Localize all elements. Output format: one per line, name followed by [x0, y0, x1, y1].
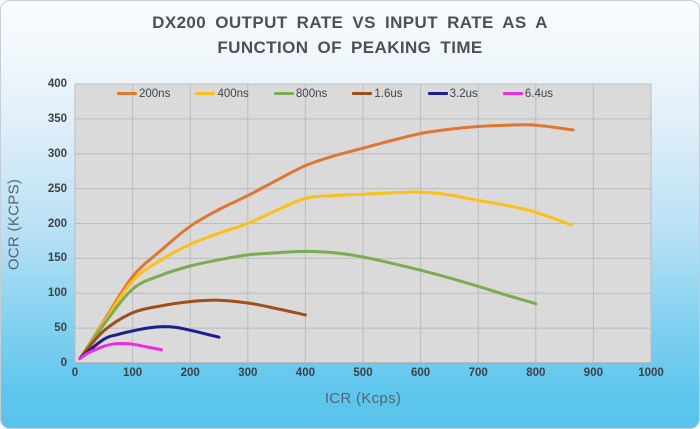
- y-tick-label: 400: [47, 78, 67, 90]
- series-line-200ns: [79, 123, 575, 359]
- y-tick-label: 150: [47, 252, 67, 265]
- series-line-3.2us: [79, 325, 221, 359]
- legend-label: 800ns: [295, 87, 328, 100]
- series-line-1.6us: [79, 298, 307, 359]
- legend-label: 400ns: [217, 87, 249, 100]
- legend-label: 3.2us: [449, 87, 478, 100]
- chart-title: DX200 OUTPUT RATE VS INPUT RATE AS A FUN…: [1, 10, 699, 60]
- y-axis-title: OCR (KCPS): [5, 178, 23, 271]
- x-tick-label: 900: [583, 367, 603, 379]
- x-tick-label: 200: [180, 367, 200, 379]
- series-line-6.4us: [78, 341, 163, 361]
- x-axis-title: ICR (Kcps): [324, 390, 402, 407]
- x-tick-label: 700: [468, 367, 488, 379]
- y-tick-label: 250: [47, 182, 67, 195]
- y-tick-label: 50: [54, 322, 67, 335]
- legend-item-3.2us: 3.2us: [427, 87, 478, 100]
- legend-swatch: [352, 92, 373, 95]
- legend-swatch: [273, 92, 294, 95]
- legend-label: 6.4us: [524, 87, 553, 100]
- series-line-400ns: [79, 190, 573, 359]
- x-tick-label: 800: [526, 367, 546, 379]
- y-tick-label: 0: [60, 357, 67, 369]
- x-tick-label: 500: [353, 367, 373, 379]
- legend-item-800ns: 800ns: [273, 87, 328, 100]
- y-tick-label: 200: [47, 217, 67, 230]
- legend-swatch: [502, 92, 523, 95]
- legend-item-6.4us: 6.4us: [502, 87, 553, 100]
- x-tick-label: 400: [295, 367, 315, 379]
- legend-label: 200ns: [139, 87, 171, 100]
- legend: 200ns 400ns 800ns 1.6us 3.2us 6.4us: [117, 85, 553, 102]
- x-tick-label: 300: [238, 367, 258, 379]
- x-tick-label: 0: [71, 367, 79, 379]
- legend-swatch: [195, 92, 216, 95]
- y-tick-label: 100: [47, 287, 67, 300]
- legend-swatch: [427, 92, 448, 95]
- series-line-800ns: [79, 249, 538, 359]
- legend-label: 1.6us: [374, 87, 403, 100]
- x-tick-label: 1000: [638, 367, 664, 379]
- x-tick-label: 600: [411, 367, 431, 379]
- chart-title-line2: FUNCTION OF PEAKING TIME: [217, 38, 483, 57]
- y-tick-label: 350: [47, 112, 67, 125]
- legend-item-1.6us: 1.6us: [352, 87, 403, 100]
- chart-title-line1: DX200 OUTPUT RATE VS INPUT RATE AS A: [152, 13, 548, 32]
- y-tick-label: 300: [47, 147, 67, 160]
- legend-item-400ns: 400ns: [195, 87, 249, 100]
- legend-swatch: [117, 92, 137, 95]
- legend-item-200ns: 200ns: [117, 88, 170, 100]
- x-tick-label: 100: [123, 367, 143, 379]
